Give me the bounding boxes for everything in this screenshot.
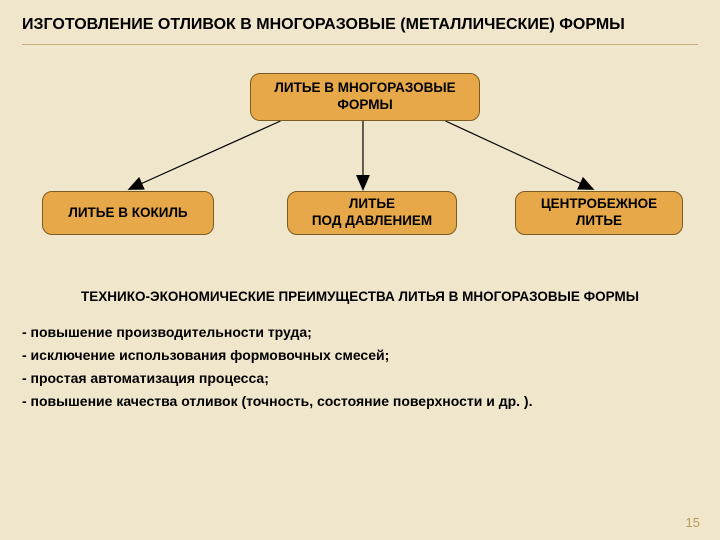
page-number: 15 [686, 515, 700, 530]
arrow-group [129, 121, 592, 189]
divider-line [22, 44, 698, 45]
arrow [129, 121, 280, 189]
root-box: ЛИТЬЕ В МНОГОРАЗОВЫЕ ФОРМЫ [250, 73, 480, 121]
slide: ИЗГОТОВЛЕНИЕ ОТЛИВОК В МНОГОРАЗОВЫЕ (МЕТ… [0, 0, 720, 540]
child-box-2: ЦЕНТРОБЕЖНОЕ ЛИТЬЕ [515, 191, 683, 235]
child-box-1-label: ЛИТЬЕПОД ДАВЛЕНИЕМ [312, 196, 432, 230]
arrow [445, 121, 592, 189]
bullet-item: - простая автоматизация процесса; [22, 368, 698, 389]
child-box-1: ЛИТЬЕПОД ДАВЛЕНИЕМ [287, 191, 457, 235]
child-box-2-label: ЦЕНТРОБЕЖНОЕ ЛИТЬЕ [524, 196, 674, 230]
bullet-item: - исключение использования формовочных с… [22, 345, 698, 366]
hierarchy-diagram: ЛИТЬЕ В МНОГОРАЗОВЫЕ ФОРМЫ ЛИТЬЕ В КОКИЛ… [22, 73, 698, 253]
root-box-label: ЛИТЬЕ В МНОГОРАЗОВЫЕ ФОРМЫ [259, 80, 471, 114]
bullet-list: - повышение производительности труда; - … [22, 322, 698, 412]
child-box-0: ЛИТЬЕ В КОКИЛЬ [42, 191, 214, 235]
subheading: ТЕХНИКО-ЭКОНОМИЧЕСКИЕ ПРЕИМУЩЕСТВА ЛИТЬЯ… [22, 289, 698, 304]
bullet-item: - повышение производительности труда; [22, 322, 698, 343]
child-box-0-label: ЛИТЬЕ В КОКИЛЬ [68, 205, 187, 222]
slide-title: ИЗГОТОВЛЕНИЕ ОТЛИВОК В МНОГОРАЗОВЫЕ (МЕТ… [22, 16, 698, 34]
bullet-item: - повышение качества отливок (точность, … [22, 391, 698, 412]
